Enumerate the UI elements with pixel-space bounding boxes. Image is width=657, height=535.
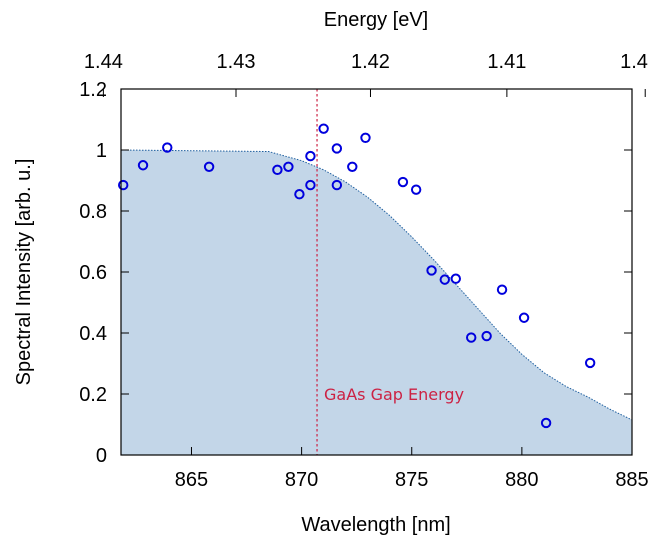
x-tick-label: 875 — [395, 469, 428, 491]
area-fill — [121, 150, 632, 455]
y-tick-label: 1.2 — [79, 79, 107, 101]
x2-tick-label: 1.41 — [487, 51, 526, 73]
data-point — [137, 160, 149, 171]
data-point — [584, 357, 596, 369]
data-point — [118, 179, 129, 191]
area-edge-line — [120, 149, 633, 421]
x2-tick-label: 1.42 — [351, 51, 390, 73]
data-point — [294, 189, 305, 200]
x2-axis-label: Energy [eV] — [324, 9, 429, 31]
y-tick-label: 0 — [96, 445, 107, 467]
x2-tick-label: 1.44 — [84, 51, 123, 73]
x-tick-label: 880 — [505, 469, 538, 491]
data-point — [496, 284, 508, 295]
data-point — [331, 143, 343, 154]
x-tick-label: 885 — [615, 469, 648, 491]
data-point — [331, 179, 343, 191]
y-axis-label: Spectral Intensity [arb. u.] — [13, 159, 35, 386]
y-tick-label: 0.4 — [79, 323, 107, 345]
x2-tick-label: 1.4 — [620, 51, 648, 73]
data-point — [540, 417, 552, 429]
data-point — [347, 161, 358, 172]
plot-area: GaAs Gap Energy — [118, 89, 633, 455]
data-point — [162, 142, 173, 153]
gap-energy-label: GaAs Gap Energy — [324, 385, 464, 404]
data-point — [318, 123, 329, 134]
data-point — [518, 312, 530, 323]
data-point — [466, 332, 477, 343]
data-point — [410, 184, 422, 195]
x-axis-label: Wavelength [nm] — [301, 514, 450, 535]
axis-labels: Wavelength [nm] Energy [eV] Spectral Int… — [13, 9, 451, 535]
x2-tick-label: 1.43 — [217, 51, 256, 73]
y-tick-label: 0.6 — [79, 262, 107, 284]
data-point — [272, 164, 283, 176]
data-point — [439, 274, 450, 285]
y-tick-label: 1 — [96, 140, 107, 162]
data-point — [481, 330, 492, 342]
data-point — [397, 176, 409, 188]
x-tick-label: 865 — [175, 469, 208, 491]
data-point — [450, 273, 461, 284]
data-point — [283, 161, 294, 172]
data-point — [360, 132, 371, 144]
data-point — [305, 150, 316, 162]
y-tick-label: 0.8 — [79, 201, 107, 223]
axes: 865 870 875 880 885 0 0.2 0.4 0.6 0.8 1 1.2 1.44 1.43… — [79, 51, 649, 491]
data-point — [305, 179, 316, 191]
y-tick-label: 0.2 — [79, 384, 107, 406]
x-tick-label: 870 — [285, 469, 318, 491]
data-point — [426, 265, 437, 276]
data-point — [203, 161, 215, 172]
